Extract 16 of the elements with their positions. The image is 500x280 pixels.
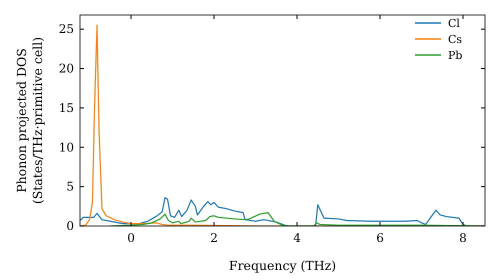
x-tick-label: 2 — [210, 231, 218, 245]
x-tick-label: 4 — [293, 231, 302, 245]
y-tick-label: 25 — [58, 22, 74, 36]
legend-label: Cs — [448, 33, 462, 46]
y-tick-label: 10 — [58, 140, 74, 154]
x-tick-label: 8 — [459, 231, 467, 245]
y-tick-label: 5 — [66, 180, 74, 194]
x-tick-label: 0 — [127, 231, 135, 245]
y-axis-title: Phonon projected DOS (States/THz·primitive cell) — [14, 36, 45, 204]
y-tick-label: 0 — [66, 219, 74, 233]
y-tick-label: 15 — [58, 100, 74, 115]
legend-label: Pb — [448, 49, 462, 62]
y-tick-label: 20 — [58, 62, 74, 76]
legend-label: Cl — [448, 17, 460, 30]
x-axis-title: Frequency (THz) — [228, 258, 336, 273]
x-tick-label: 6 — [376, 231, 384, 245]
